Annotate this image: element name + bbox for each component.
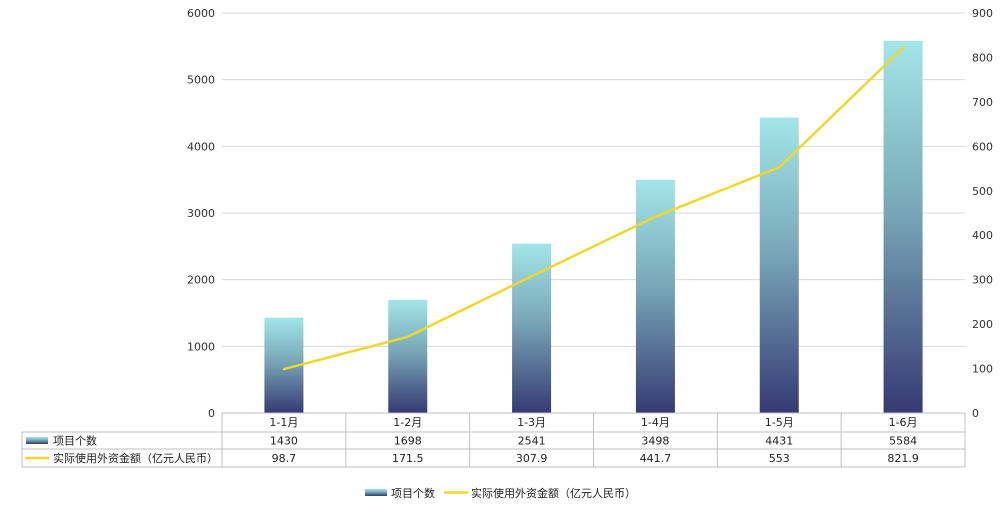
right-axis: 0 100 200 300 400 500 600 700 800 900 (972, 7, 993, 420)
category-label: 1-3月 (517, 416, 546, 429)
right-tick-label: 800 (972, 51, 993, 64)
right-tick-label: 700 (972, 96, 993, 109)
category-label: 1-4月 (641, 416, 670, 429)
table-cell: 553 (769, 452, 790, 465)
left-tick-label: 2000 (187, 274, 215, 287)
right-tick-label: 100 (972, 363, 993, 376)
line-point (778, 166, 781, 169)
line-point (530, 274, 533, 278)
gridlines (222, 12, 965, 414)
right-tick-label: 900 (972, 7, 993, 20)
table-cell: 171.5 (392, 452, 424, 465)
bar (512, 243, 552, 413)
table-row-label: 实际使用外资金额（亿元人民币） (53, 451, 218, 465)
left-tick-label: 3000 (187, 207, 215, 220)
category-label: 1-1月 (269, 416, 298, 429)
category-label: 1-5月 (765, 416, 794, 429)
table-row-label: 项目个数 (53, 435, 97, 448)
line-point (282, 367, 286, 371)
table-cell: 307.9 (516, 452, 548, 465)
legend-bar-label: 项目个数 (391, 487, 435, 500)
left-tick-label: 6000 (187, 7, 215, 20)
right-tick-label: 400 (972, 229, 993, 242)
line-point (406, 335, 409, 338)
table-cell: 1430 (270, 435, 298, 448)
legend: 项目个数 实际使用外资金额（亿元人民币） (365, 486, 636, 500)
category-label: 1-2月 (393, 416, 422, 429)
table-cell: 2541 (518, 435, 546, 448)
left-tick-label: 0 (208, 407, 215, 420)
right-tick-label: 500 (972, 185, 993, 198)
bar (388, 299, 428, 413)
bar (635, 179, 675, 413)
bar-series (264, 40, 923, 413)
right-tick-label: 200 (972, 318, 993, 331)
table-cell: 5584 (889, 435, 917, 448)
right-tick-label: 0 (972, 407, 979, 420)
left-tick-label: 4000 (187, 140, 215, 153)
table-cell: 1698 (394, 435, 422, 448)
table-cell: 821.9 (887, 452, 919, 465)
table-cell: 441.7 (640, 452, 672, 465)
table-cell: 98.7 (272, 452, 297, 465)
category-label: 1-6月 (889, 416, 918, 429)
line-series (282, 46, 905, 371)
line-point (654, 215, 657, 218)
table-cell: 4431 (765, 435, 793, 448)
table-cell: 3498 (641, 435, 669, 448)
line-series-path (283, 46, 904, 371)
line-point (901, 46, 905, 49)
left-tick-label: 1000 (187, 340, 215, 353)
bar (759, 117, 799, 413)
table-bar-swatch (26, 437, 48, 444)
legend-line-label: 实际使用外资金额（亿元人民币） (471, 486, 636, 500)
left-tick-label: 5000 (187, 74, 215, 87)
right-tick-label: 300 (972, 274, 993, 287)
right-tick-label: 600 (972, 140, 993, 153)
left-axis: 0 1000 2000 3000 4000 5000 6000 (187, 7, 215, 420)
bar (883, 40, 923, 413)
legend-bar-swatch (365, 489, 387, 496)
